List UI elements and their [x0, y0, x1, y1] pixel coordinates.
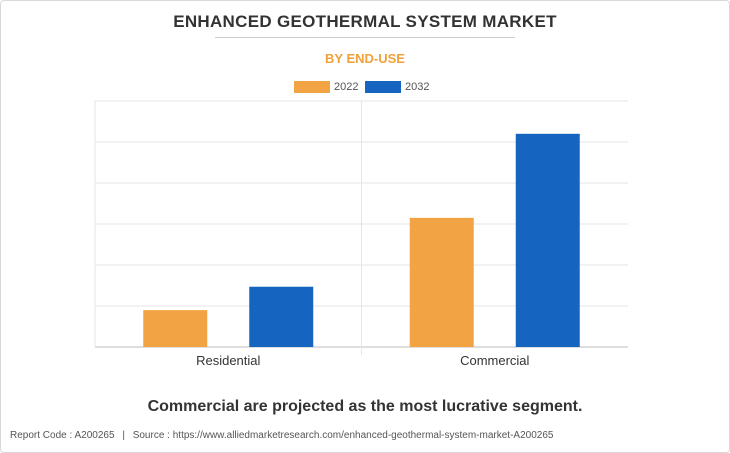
bar-residential-2032 [249, 286, 314, 347]
legend-item-2022: 2022 [294, 80, 358, 94]
bar-commercial-2032 [515, 133, 580, 347]
legend-label-2022: 2022 [334, 81, 359, 93]
footer: Report Code : A200265 | Source : https:/… [10, 430, 553, 441]
chart-caption: Commercial are projected as the most luc… [147, 398, 583, 415]
legend: 2022 2032 [0, 80, 730, 94]
legend-swatch-2022 [294, 81, 330, 93]
chart-subtitle: BY END-USE [325, 51, 405, 66]
footer-separator: | [122, 430, 125, 441]
report-code: Report Code : A200265 [10, 430, 115, 441]
legend-label-2032: 2032 [405, 81, 430, 93]
title-divider [215, 37, 515, 38]
x-tick-label: Residential [196, 353, 260, 368]
source-text: Source : https://www.alliedmarketresearc… [132, 430, 554, 441]
chart-title: ENHANCED GEOTHERMAL SYSTEM MARKET [173, 12, 557, 31]
legend-item-2032: 2032 [365, 80, 429, 94]
legend-swatch-2032 [365, 81, 401, 93]
bar-residential-2022 [143, 310, 208, 347]
x-tick-label: Commercial [460, 353, 529, 368]
bar-commercial-2022 [409, 217, 474, 347]
